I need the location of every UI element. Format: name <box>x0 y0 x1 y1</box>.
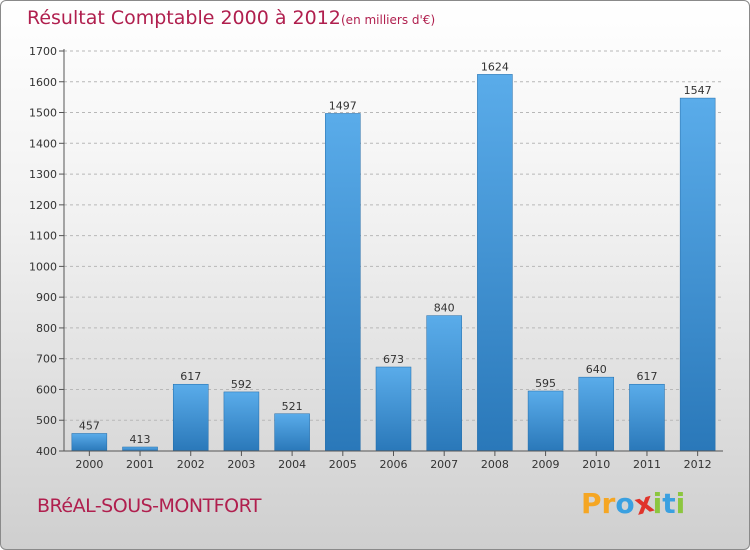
x-tick-label: 2008 <box>481 458 509 471</box>
value-label: 1624 <box>481 60 509 73</box>
y-tick-label: 600 <box>36 383 57 396</box>
y-tick-label: 1400 <box>29 137 57 150</box>
logo-letter: i <box>675 487 686 520</box>
logo-letter: P <box>581 487 602 520</box>
y-tick-label: 700 <box>36 353 57 366</box>
x-tick-label: 2011 <box>633 458 661 471</box>
value-label: 457 <box>79 419 100 432</box>
town-name: BRéAL-SOUS-MONTFORT <box>37 495 262 517</box>
value-label: 617 <box>180 370 201 383</box>
value-label: 640 <box>586 363 607 376</box>
proxiti-logo: Proxiti <box>581 485 686 522</box>
x-tick-label: 2007 <box>430 458 458 471</box>
bar-2000 <box>71 433 108 452</box>
x-tick-label: 2006 <box>380 458 408 471</box>
y-tick-label: 1600 <box>29 76 57 89</box>
x-tick-label: 2002 <box>177 458 205 471</box>
logo-letter: o <box>615 487 635 520</box>
chart-title: Résultat Comptable 2000 à 2012 <box>27 7 341 29</box>
y-tick-label: 1200 <box>29 199 57 212</box>
logo-letter: r <box>601 487 616 520</box>
x-tick-label: 2012 <box>684 458 712 471</box>
bar-2010 <box>578 376 615 452</box>
x-tick-label: 2010 <box>582 458 610 471</box>
x-tick-label: 2003 <box>227 458 255 471</box>
y-tick-label: 900 <box>36 291 57 304</box>
value-label: 595 <box>535 377 556 390</box>
bar-2004 <box>274 413 310 452</box>
y-tick-label: 1100 <box>29 230 57 243</box>
bar-2001 <box>122 446 158 452</box>
y-tick-label: 800 <box>36 322 57 335</box>
bar-2006 <box>375 366 412 452</box>
value-label: 413 <box>130 433 151 446</box>
y-tick-label: 1300 <box>29 168 57 181</box>
x-tick-label: 2005 <box>329 458 357 471</box>
y-tick-label: 1700 <box>29 45 57 58</box>
labels: 400 500 600 700 800 900 1000 1100 1200 1300 1400 15… <box>29 45 712 471</box>
bar-2009 <box>527 390 564 452</box>
y-tick-label: 500 <box>36 414 57 427</box>
y-tick-label: 400 <box>36 445 57 458</box>
value-label: 1547 <box>684 84 712 97</box>
value-label: 840 <box>434 302 455 315</box>
bar-2002 <box>172 383 209 452</box>
y-tick-label: 1000 <box>29 260 57 273</box>
bar-2007 <box>426 315 462 452</box>
value-label: 521 <box>282 400 303 413</box>
x-tick-label: 2000 <box>75 458 103 471</box>
x-tick-label: 2001 <box>126 458 154 471</box>
x-tick-label: 2009 <box>532 458 560 471</box>
value-label: 592 <box>231 378 252 391</box>
value-label: 617 <box>636 370 657 383</box>
x-tick-label: 2004 <box>278 458 306 471</box>
bars <box>71 74 716 452</box>
bar-2011 <box>629 383 665 452</box>
bar-2012 <box>679 97 716 452</box>
bar-2003 <box>223 391 260 452</box>
value-label: 1497 <box>329 99 357 112</box>
logo-letter: t <box>662 487 676 520</box>
value-label: 673 <box>383 353 404 366</box>
bar-2005 <box>325 113 361 452</box>
chart-subtitle: (en milliers d'€) <box>341 13 436 27</box>
axes <box>59 49 723 456</box>
logo-letter: i <box>652 487 663 520</box>
bar-2008 <box>477 74 513 452</box>
y-tick-label: 1500 <box>29 107 57 120</box>
